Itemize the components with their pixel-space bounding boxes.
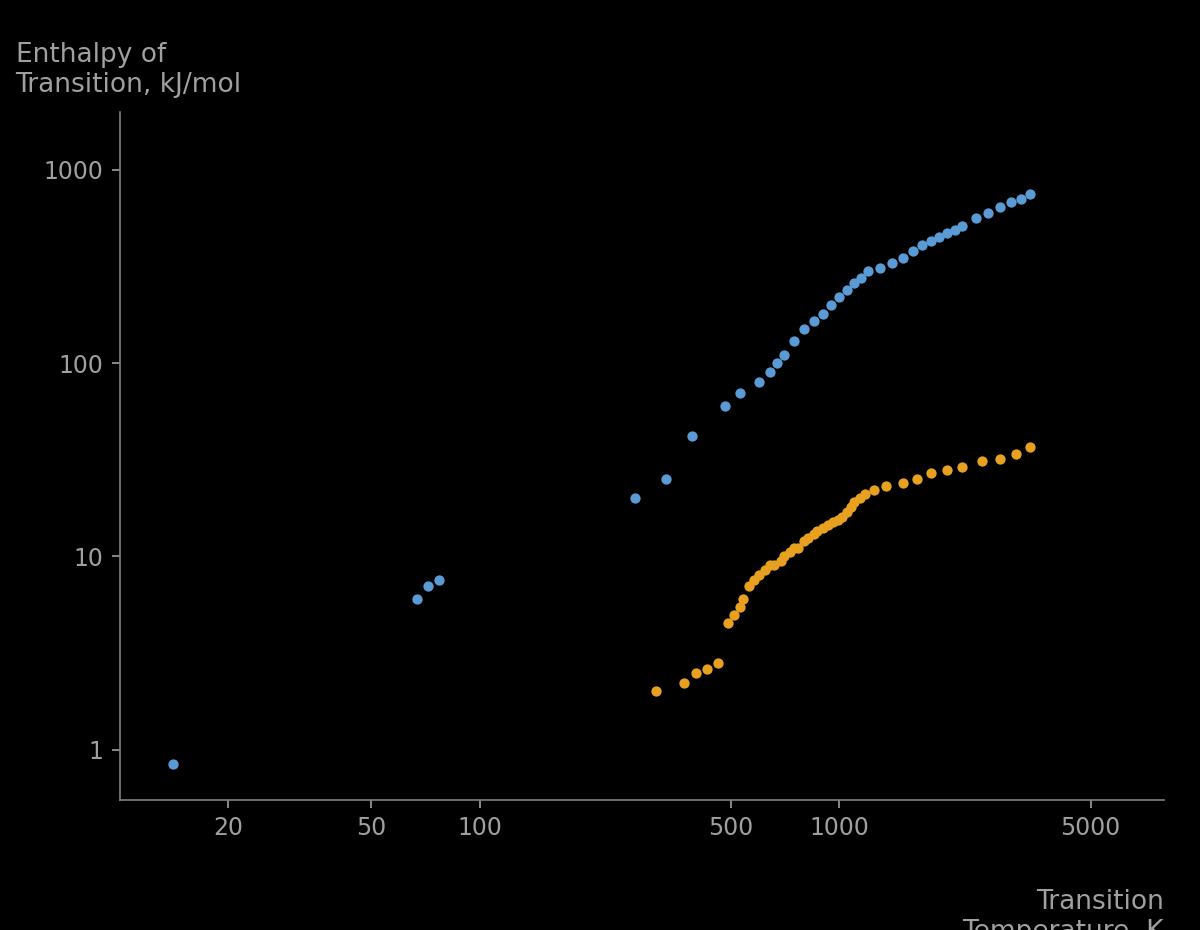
Point: [767, 355, 786, 370]
Point: [686, 665, 706, 680]
Point: [780, 545, 799, 560]
Point: [845, 275, 864, 290]
Point: [764, 558, 784, 573]
Point: [750, 375, 769, 390]
Point: [953, 459, 972, 474]
Point: [1021, 439, 1040, 454]
Point: [845, 495, 864, 510]
Point: [774, 549, 793, 564]
Point: [1012, 191, 1031, 206]
Point: [882, 256, 901, 271]
Point: [708, 656, 727, 671]
Point: [698, 662, 718, 677]
Point: [893, 250, 912, 265]
Point: [785, 541, 804, 556]
Point: [838, 282, 857, 297]
Point: [804, 313, 823, 328]
Text: Transition
Temperature, K: Transition Temperature, K: [962, 889, 1164, 930]
Point: [871, 260, 890, 275]
Point: [823, 515, 842, 530]
Point: [912, 237, 931, 252]
Point: [904, 244, 923, 259]
Point: [953, 219, 972, 233]
Text: Enthalpy of
Transition, kJ/mol: Enthalpy of Transition, kJ/mol: [16, 42, 241, 98]
Point: [946, 222, 965, 237]
Point: [938, 462, 958, 477]
Point: [814, 306, 833, 321]
Point: [430, 573, 449, 588]
Point: [760, 558, 779, 573]
Point: [833, 510, 852, 525]
Point: [794, 534, 814, 549]
Point: [938, 226, 958, 241]
Point: [822, 298, 841, 312]
Point: [829, 289, 848, 304]
Point: [1001, 194, 1020, 209]
Point: [818, 518, 838, 533]
Point: [808, 524, 827, 538]
Point: [876, 479, 895, 494]
Point: [990, 451, 1009, 466]
Point: [731, 599, 750, 614]
Point: [804, 527, 823, 542]
Point: [719, 616, 738, 631]
Point: [788, 541, 808, 556]
Point: [850, 491, 869, 506]
Point: [755, 563, 774, 578]
Point: [858, 263, 877, 278]
Point: [725, 607, 744, 622]
Point: [922, 233, 941, 248]
Point: [893, 475, 912, 490]
Point: [1021, 187, 1040, 202]
Point: [864, 483, 883, 498]
Point: [647, 684, 666, 698]
Point: [419, 578, 438, 593]
Point: [973, 454, 992, 469]
Point: [772, 553, 791, 568]
Point: [656, 472, 676, 487]
Point: [750, 567, 769, 582]
Point: [966, 211, 985, 226]
Point: [922, 466, 941, 481]
Point: [794, 322, 814, 337]
Point: [799, 530, 818, 545]
Point: [1007, 446, 1026, 461]
Point: [785, 334, 804, 349]
Point: [163, 757, 182, 772]
Point: [731, 386, 750, 401]
Point: [715, 398, 734, 413]
Point: [733, 591, 752, 606]
Point: [841, 499, 860, 514]
Point: [744, 573, 763, 588]
Point: [760, 365, 779, 379]
Point: [683, 429, 702, 444]
Point: [774, 348, 793, 363]
Point: [979, 206, 998, 220]
Point: [930, 230, 949, 245]
Point: [990, 200, 1009, 215]
Point: [852, 271, 871, 286]
Point: [828, 512, 847, 527]
Point: [838, 504, 857, 519]
Point: [814, 521, 833, 536]
Point: [408, 591, 427, 606]
Point: [674, 676, 694, 691]
Point: [739, 578, 758, 593]
Point: [625, 491, 644, 506]
Point: [856, 486, 875, 501]
Point: [908, 472, 928, 487]
